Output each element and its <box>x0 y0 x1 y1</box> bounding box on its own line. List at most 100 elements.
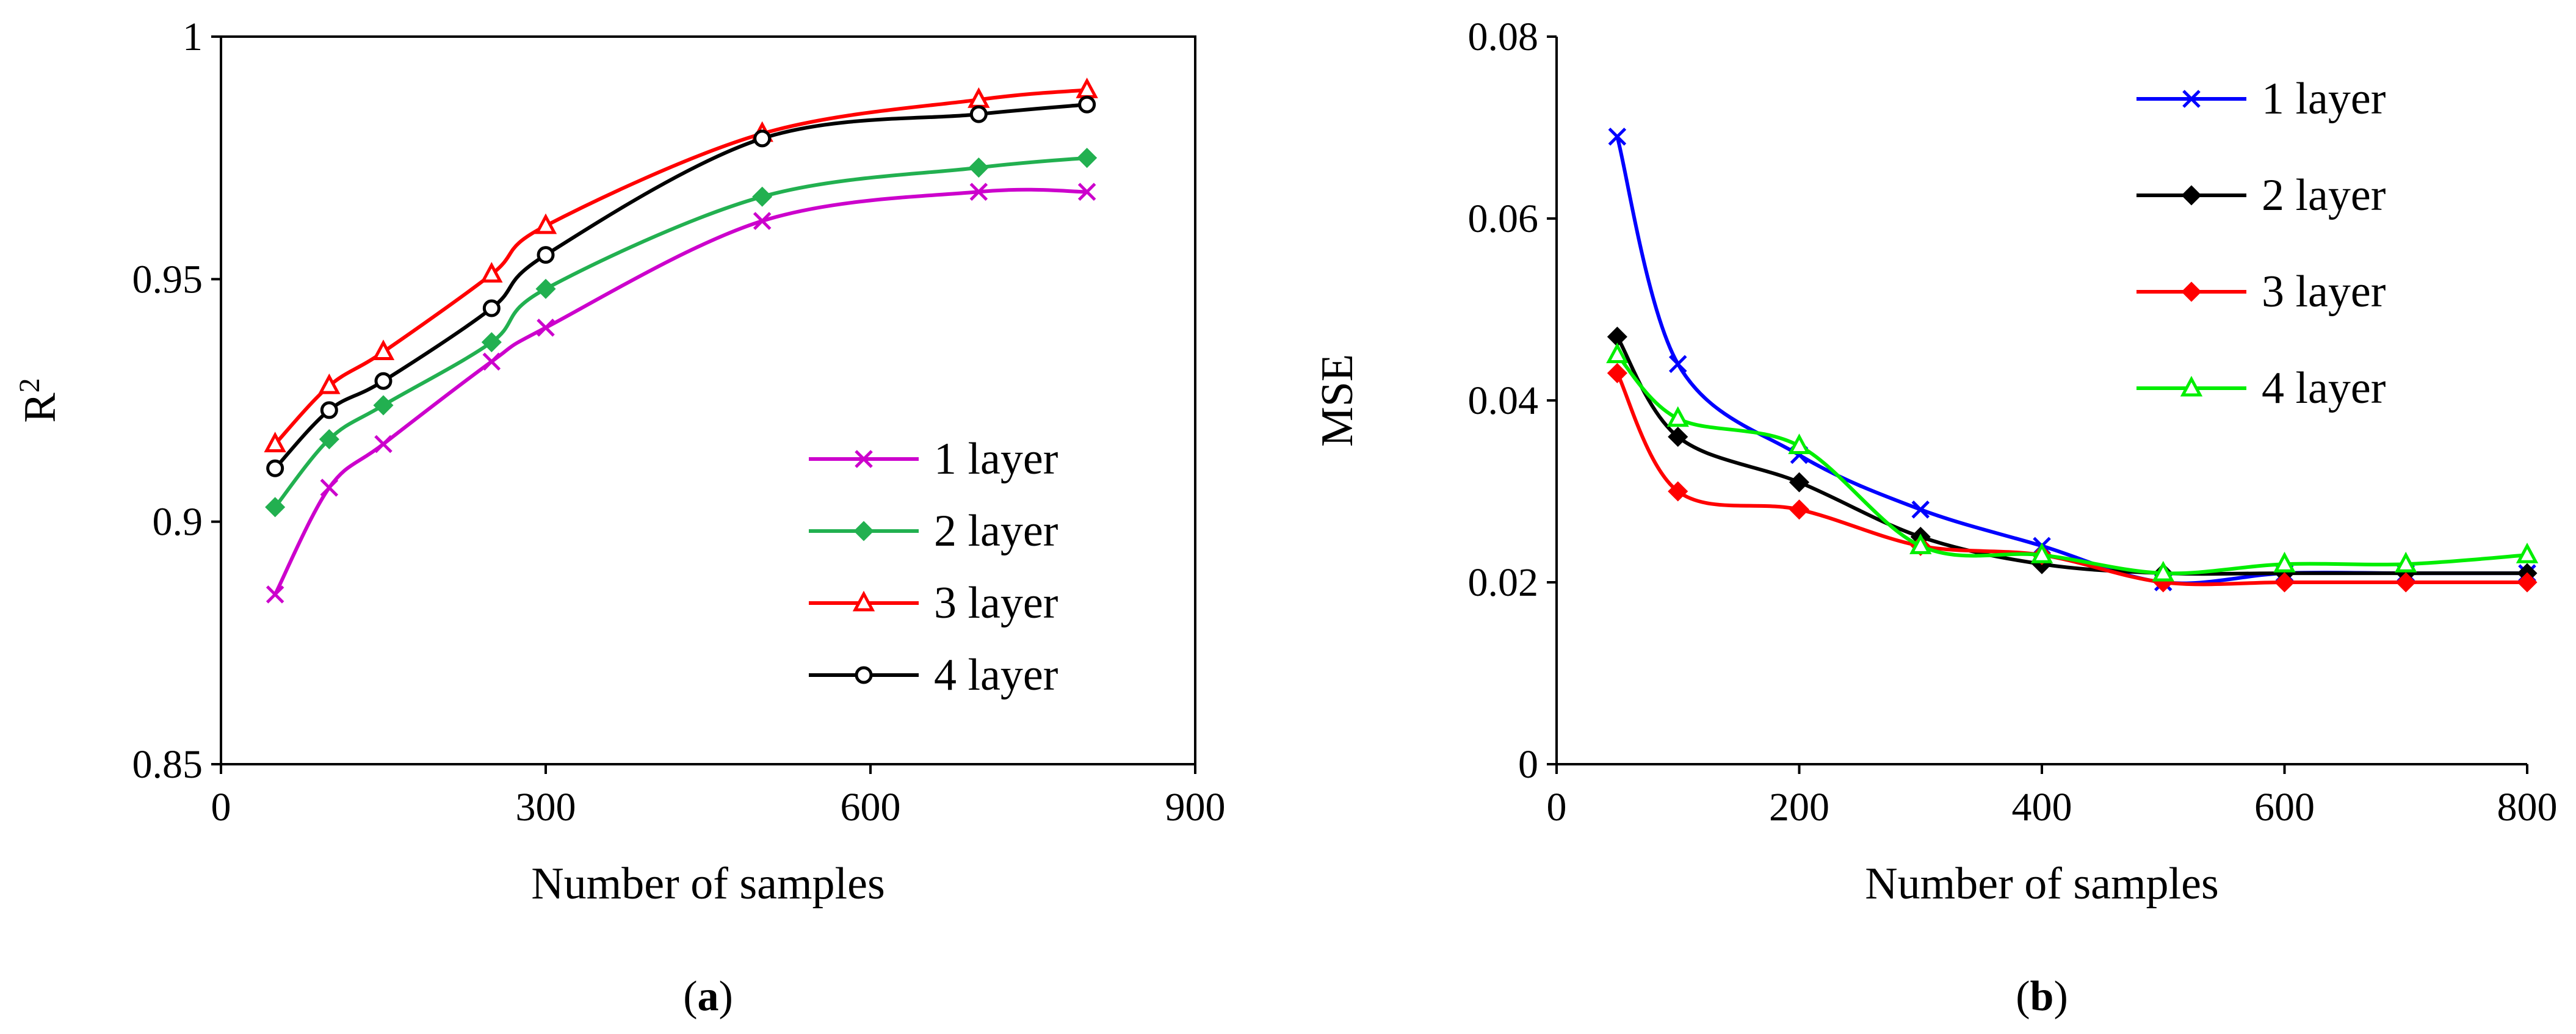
data-point <box>480 262 503 283</box>
data-point <box>1668 355 1687 374</box>
data-point <box>318 373 341 394</box>
data-point <box>320 479 339 497</box>
data-point <box>482 352 501 371</box>
data-point <box>1666 406 1689 427</box>
series-line <box>1615 372 2528 587</box>
data-point <box>1668 481 1688 502</box>
legend-entry: 1 layer <box>2262 74 2386 124</box>
data-point <box>320 401 338 419</box>
x-tick-label: 900 <box>1165 785 1226 830</box>
data-point <box>969 105 988 123</box>
data-point <box>266 459 284 477</box>
y-axis-label-base: R <box>15 392 65 423</box>
data-point <box>537 246 555 264</box>
legend-entry: 4 layer <box>934 650 1058 700</box>
y-tick-label: 0.95 <box>132 257 203 302</box>
data-point <box>2516 543 2539 563</box>
legend-entry: 4 layer <box>2262 363 2386 413</box>
legend-marker <box>2180 375 2203 397</box>
y-axis-label: R2 <box>13 378 65 422</box>
legend-entry: 3 layer <box>2262 267 2386 317</box>
data-point <box>482 299 501 317</box>
data-point <box>752 186 773 207</box>
y-tick-label: 0.04 <box>1468 378 1539 423</box>
series-4 <box>1606 342 2539 582</box>
data-point <box>534 213 557 234</box>
x-tick-label: 600 <box>841 785 901 830</box>
legend-marker <box>2182 90 2201 108</box>
data-point <box>1788 433 1811 454</box>
legend-marker <box>2181 281 2202 302</box>
data-point <box>374 435 393 454</box>
x-tick-label: 600 <box>2254 785 2315 830</box>
data-point <box>1077 148 1098 168</box>
data-point <box>2030 543 2053 563</box>
legend-entry: 2 layer <box>2262 170 2386 220</box>
legend-marker <box>855 666 873 684</box>
y-tick-label: 1 <box>183 15 203 59</box>
x-tick-label: 200 <box>1769 785 1829 830</box>
y-tick-label: 0.06 <box>1468 197 1539 241</box>
data-point <box>968 87 990 108</box>
legend: 1 layer 2 layer 3 layer 4 layer <box>2136 74 2386 413</box>
data-point <box>535 278 556 299</box>
data-point <box>264 432 286 453</box>
data-point <box>969 183 988 201</box>
data-point <box>2152 560 2174 582</box>
legend-marker <box>852 590 875 612</box>
y-tick-label: 0.02 <box>1468 560 1539 605</box>
data-point <box>1911 501 1930 519</box>
data-point <box>968 157 989 178</box>
series-2 <box>265 148 1098 518</box>
data-point <box>1909 533 1932 554</box>
series-line <box>273 88 1087 446</box>
data-point <box>2395 551 2417 573</box>
data-point <box>481 332 502 353</box>
legend-entry: 3 layer <box>934 578 1058 628</box>
chart-panel-a: 0 300 600 900 0.85 0.9 0.95 1 Number of samples R… <box>13 15 1226 1020</box>
data-point <box>266 585 284 604</box>
data-point <box>265 497 286 518</box>
x-axis-label: Number of samples <box>1865 859 2219 909</box>
x-tick-label: 800 <box>2497 785 2558 830</box>
y-axis-label-exponent: 2 <box>13 378 46 392</box>
y-tick-label: 0.9 <box>153 500 203 544</box>
legend: 1 layer 2 layer 3 layer 4 layer <box>809 434 1058 700</box>
series-line <box>1615 136 2527 585</box>
y-tick-label: 0 <box>1518 742 1538 787</box>
data-point <box>1668 427 1688 447</box>
legend-marker <box>2181 185 2202 206</box>
data-point <box>1607 363 1627 383</box>
x-tick-label: 0 <box>211 785 231 830</box>
data-point <box>1608 128 1627 146</box>
series-4 <box>266 95 1096 477</box>
series-line <box>273 103 1087 470</box>
series-3 <box>264 78 1098 453</box>
series-2 <box>1607 327 2538 584</box>
legend-entry: 2 layer <box>934 506 1058 556</box>
x-tick-label: 0 <box>1547 785 1567 830</box>
panel-label: (b) <box>2016 973 2068 1020</box>
plot-frame <box>220 35 1196 765</box>
data-point <box>1078 95 1096 114</box>
series-line <box>1616 353 2528 576</box>
data-point <box>2395 572 2416 593</box>
data-point <box>537 319 555 337</box>
legend-entry: 1 layer <box>934 434 1058 484</box>
data-point <box>1607 327 1627 347</box>
series-line <box>1615 336 2527 576</box>
data-point <box>2273 551 2296 573</box>
series-1 <box>266 183 1096 604</box>
data-point <box>319 429 339 450</box>
data-point <box>1789 472 1810 493</box>
y-axis-label: MSE <box>1312 354 1362 447</box>
data-point <box>2274 572 2295 593</box>
data-point <box>1077 183 1096 201</box>
legend-marker <box>855 450 873 468</box>
y-tick-label: 0.08 <box>1468 15 1539 59</box>
y-tick-label: 0.85 <box>132 742 203 787</box>
series-1 <box>1608 128 2536 591</box>
data-point <box>373 395 394 416</box>
data-point <box>1076 78 1098 98</box>
data-point <box>753 129 772 148</box>
